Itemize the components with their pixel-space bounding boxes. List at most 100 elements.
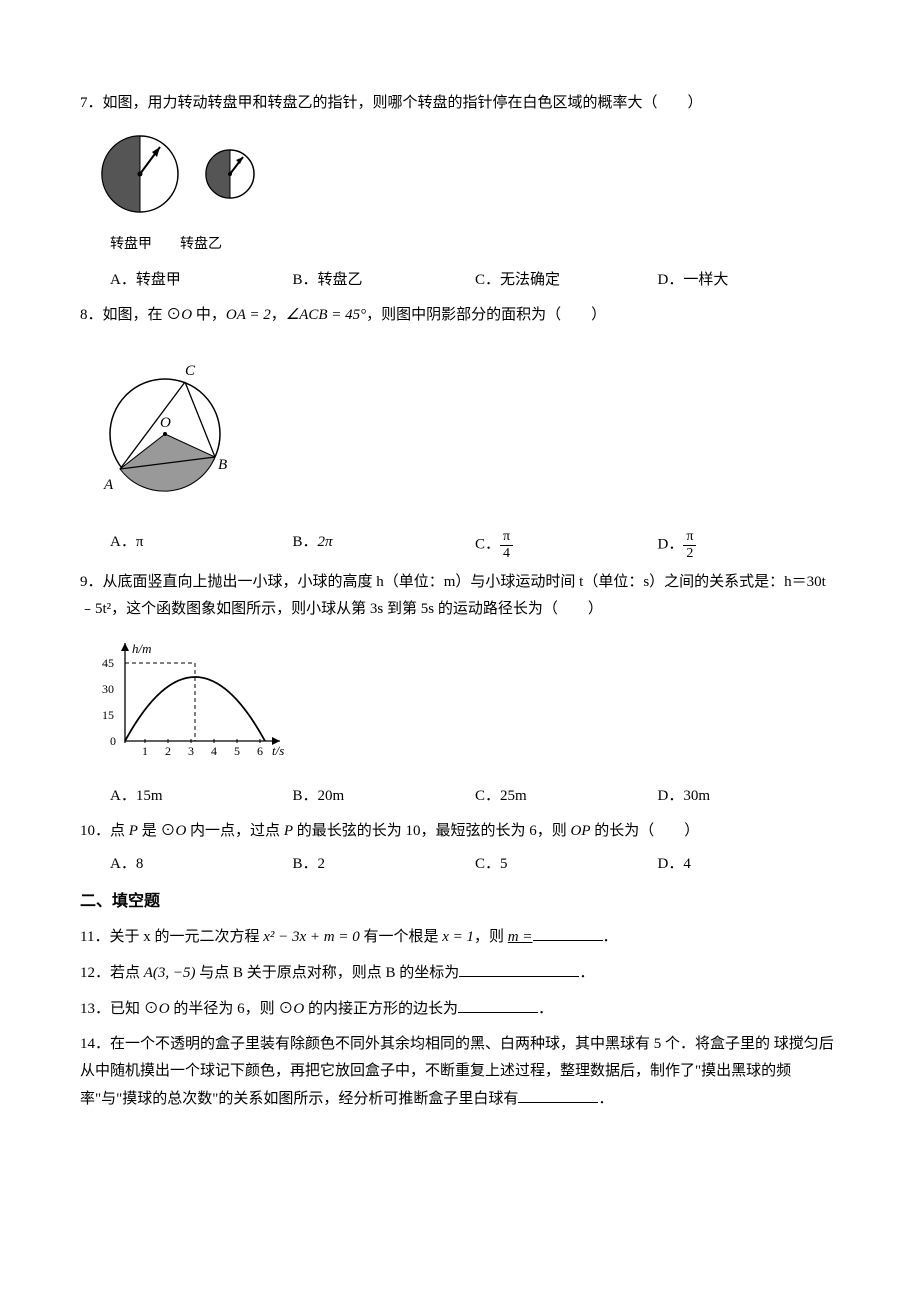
q8-circle-svg: C O A B bbox=[90, 339, 240, 509]
svg-text:45: 45 bbox=[102, 656, 114, 670]
q8-c-den: 4 bbox=[500, 546, 513, 561]
q8-mid2: ， bbox=[271, 307, 286, 323]
q10-m3: 的最长弦的长为 10，最短弦的长为 6，则 bbox=[293, 823, 571, 839]
question-11: 11．关于 x 的一元二次方程 x² − 3x + m = 0 有一个根是 x … bbox=[80, 923, 840, 951]
q13-pre: 13．已知 ⊙ bbox=[80, 1001, 159, 1017]
q8-angle: ∠ACB = 45° bbox=[286, 307, 366, 323]
q8-d-den: 2 bbox=[683, 546, 696, 561]
svg-text:30: 30 bbox=[102, 682, 114, 696]
q14-post: ． bbox=[598, 1091, 613, 1107]
q9-options: A．15m B．20m C．25m D．30m bbox=[110, 783, 840, 810]
q8-mid1: 中， bbox=[192, 307, 226, 323]
question-13: 13．已知 ⊙O 的半径为 6，则 ⊙O 的内接正方形的边长为． bbox=[80, 995, 840, 1023]
q10-o: O bbox=[175, 823, 186, 839]
q14-blank bbox=[518, 1085, 598, 1103]
q13-o1: O bbox=[159, 1001, 170, 1017]
q13-o2: O bbox=[293, 1001, 304, 1017]
q10-opt-c: C．5 bbox=[475, 851, 658, 878]
svg-text:h/m: h/m bbox=[132, 641, 152, 656]
q13-blank bbox=[458, 995, 538, 1013]
q8-pre: 8．如图，在 ⊙ bbox=[80, 307, 181, 323]
q14-text: 14．在一个不透明的盒子里装有除颜色不同外其余均相同的黑、白两种球，其中黑球有 … bbox=[80, 1031, 840, 1113]
q11-blank bbox=[533, 923, 603, 941]
svg-text:0: 0 bbox=[110, 734, 116, 748]
spinners-svg bbox=[90, 127, 270, 222]
svg-text:1: 1 bbox=[142, 744, 148, 758]
q10-p: P bbox=[129, 823, 138, 839]
q8-b-val: 2π bbox=[318, 534, 333, 550]
q7-figure: 转盘甲 转盘乙 bbox=[90, 127, 840, 257]
label-o: O bbox=[160, 415, 171, 431]
q11-p1: ，则 bbox=[474, 929, 508, 945]
q10-pre: 10．点 bbox=[80, 823, 129, 839]
q9-text: 9．从底面竖直向上抛出一小球，小球的高度 h（单位：m）与小球运动时间 t（单位… bbox=[80, 569, 840, 623]
q10-options: A．8 B．2 C．5 D．4 bbox=[110, 851, 840, 878]
svg-text:5: 5 bbox=[234, 744, 240, 758]
q10-opt-b: B．2 bbox=[293, 851, 476, 878]
q7-opt-b: B．转盘乙 bbox=[293, 267, 476, 294]
q7-opt-c: C．无法确定 bbox=[475, 267, 658, 294]
label-b: B bbox=[218, 457, 227, 473]
q8-opt-b: B．2π bbox=[293, 529, 476, 561]
q10-p2: P bbox=[284, 823, 293, 839]
svg-text:t/s: t/s bbox=[272, 743, 284, 758]
q7-opt-a: A．转盘甲 bbox=[110, 267, 293, 294]
question-10: 10．点 P 是 ⊙O 内一点，过点 P 的最长弦的长为 10，最短弦的长为 6… bbox=[80, 818, 840, 878]
q12-post: ． bbox=[579, 965, 594, 981]
q8-a-val: π bbox=[136, 534, 144, 550]
q13-text: 13．已知 ⊙O 的半径为 6，则 ⊙O 的内接正方形的边长为． bbox=[80, 995, 840, 1023]
q10-text: 10．点 P 是 ⊙O 内一点，过点 P 的最长弦的长为 10，最短弦的长为 6… bbox=[80, 818, 840, 845]
svg-text:3: 3 bbox=[188, 744, 194, 758]
q9-chart-svg: h/m 45 30 15 0 1 2 3 4 5 6 t/s bbox=[90, 633, 290, 763]
question-8: 8．如图，在 ⊙ O 中，OA = 2，∠ACB = 45°，则图中阴影部分的面积… bbox=[80, 302, 840, 561]
question-14: 14．在一个不透明的盒子里装有除颜色不同外其余均相同的黑、白两种球，其中黑球有 … bbox=[80, 1031, 840, 1113]
svg-text:6: 6 bbox=[257, 744, 263, 758]
q9-figure: h/m 45 30 15 0 1 2 3 4 5 6 t/s bbox=[90, 633, 840, 773]
q8-opt-a: A．π bbox=[110, 529, 293, 561]
q12-blank bbox=[459, 959, 579, 977]
q9-opt-a: A．15m bbox=[110, 783, 293, 810]
svg-text:2: 2 bbox=[165, 744, 171, 758]
q8-opt-d: D．π2 bbox=[658, 529, 841, 561]
q10-opt-a: A．8 bbox=[110, 851, 293, 878]
q8-d-num: π bbox=[683, 529, 696, 545]
q13-post: ． bbox=[538, 1001, 553, 1017]
q8-opt-c: C．π4 bbox=[475, 529, 658, 561]
question-7: 7．如图，用力转动转盘甲和转盘乙的指针，则哪个转盘的指针停在白色区域的概率大（ … bbox=[80, 90, 840, 294]
svg-text:4: 4 bbox=[211, 744, 217, 758]
label-a: A bbox=[103, 477, 114, 493]
q8-post: ，则图中阴影部分的面积为（ ） bbox=[366, 307, 606, 323]
q11-mid: 有一个根是 bbox=[360, 929, 443, 945]
q8-figure: C O A B bbox=[90, 339, 840, 519]
q12-apt: A(3, −5) bbox=[144, 965, 196, 981]
q13-m2: 的内接正方形的边长为 bbox=[304, 1001, 458, 1017]
q9-opt-c: C．25m bbox=[475, 783, 658, 810]
q11-pre: 11．关于 x 的一元二次方程 bbox=[80, 929, 263, 945]
q10-op: OP bbox=[571, 823, 591, 839]
q12-mid: 与点 B 关于原点对称，则点 B 的坐标为 bbox=[196, 965, 460, 981]
q8-oa: OA = 2 bbox=[226, 307, 271, 323]
q12-text: 12．若点 A(3, −5) 与点 B 关于原点对称，则点 B 的坐标为 ． bbox=[80, 959, 840, 987]
q7-opt-d: D．一样大 bbox=[658, 267, 841, 294]
q10-m1: 是 ⊙ bbox=[138, 823, 176, 839]
q7-text: 7．如图，用力转动转盘甲和转盘乙的指针，则哪个转盘的指针停在白色区域的概率大（ … bbox=[80, 90, 840, 117]
q13-m1: 的半径为 6，则 ⊙ bbox=[170, 1001, 294, 1017]
q8-text: 8．如图，在 ⊙O 中，OA = 2，∠ACB = 45°，则图中阴影部分的面积… bbox=[80, 302, 840, 329]
label-c: C bbox=[185, 363, 196, 379]
q8-options: A．π B．2π C．π4 D．π2 bbox=[110, 529, 840, 561]
q10-m2: 内一点，过点 bbox=[186, 823, 284, 839]
q10-opt-d: D．4 bbox=[658, 851, 841, 878]
section-2-title: 二、填空题 bbox=[80, 888, 840, 917]
q10-post: 的长为（ ） bbox=[591, 823, 700, 839]
q11-m: m = bbox=[508, 929, 533, 945]
q14-pre: 14．在一个不透明的盒子里装有除颜色不同外其余均相同的黑、白两种球，其中黑球有 … bbox=[80, 1036, 834, 1107]
q11-eq: x² − 3x + m = 0 bbox=[263, 929, 360, 945]
spinner-labels: 转盘甲 转盘乙 bbox=[90, 232, 840, 257]
question-9: 9．从底面竖直向上抛出一小球，小球的高度 h（单位：m）与小球运动时间 t（单位… bbox=[80, 569, 840, 810]
spinner-a-label: 转盘甲 bbox=[110, 232, 152, 257]
q11-p2: ． bbox=[603, 929, 618, 945]
q9-opt-d: D．30m bbox=[658, 783, 841, 810]
question-12: 12．若点 A(3, −5) 与点 B 关于原点对称，则点 B 的坐标为 ． bbox=[80, 959, 840, 987]
q12-pre: 12．若点 bbox=[80, 965, 144, 981]
svg-text:15: 15 bbox=[102, 708, 114, 722]
